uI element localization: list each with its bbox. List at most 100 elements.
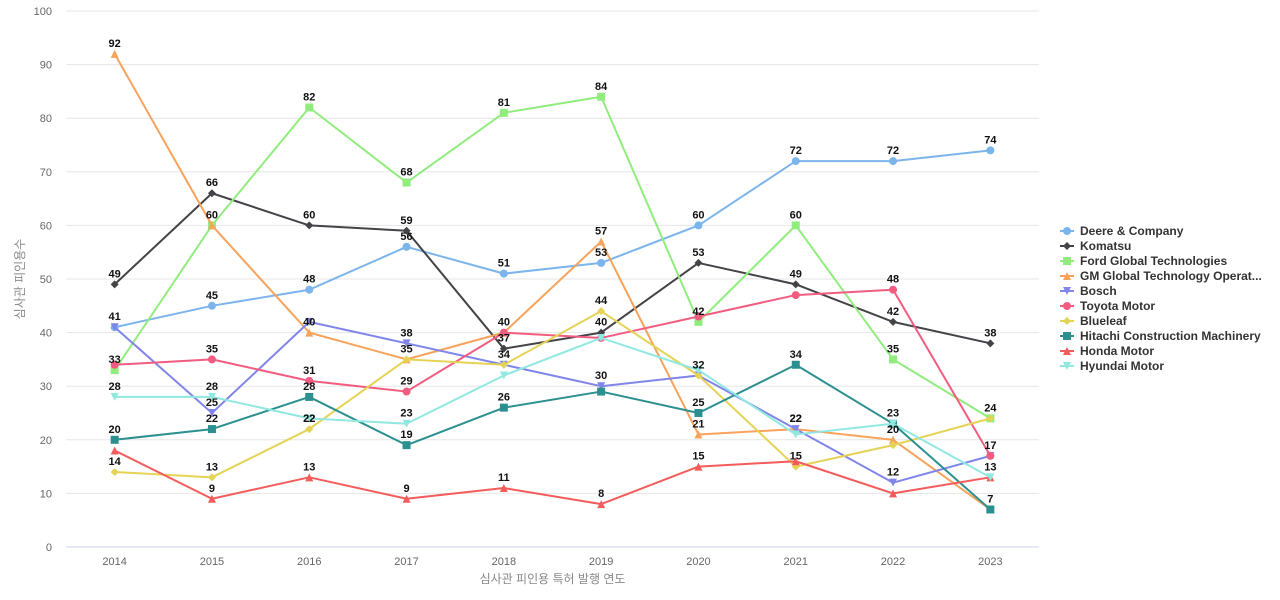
legend-marker bbox=[1063, 362, 1071, 370]
data-point bbox=[402, 494, 411, 503]
data-label: 34 bbox=[790, 349, 803, 361]
legend-marker bbox=[1063, 302, 1071, 310]
legend-item[interactable]: Ford Global Technologies bbox=[1060, 254, 1227, 268]
data-label: 60 bbox=[303, 209, 315, 221]
data-label: 72 bbox=[887, 145, 899, 157]
data-label: 60 bbox=[790, 209, 802, 221]
y-axis: 0 10 20 30 40 50 60 70 80 90 100 bbox=[34, 6, 52, 554]
data-point bbox=[986, 414, 995, 423]
x-axis-title: 심사관 피인용 특허 발행 연도 bbox=[480, 571, 626, 586]
legend-item[interactable]: Honda Motor bbox=[1060, 344, 1154, 358]
data-point bbox=[499, 269, 508, 278]
legend-item[interactable]: GM Global Technology Operat... bbox=[1060, 269, 1262, 283]
series-line bbox=[113, 95, 991, 420]
data-label: 17 bbox=[984, 440, 996, 452]
data-label: 42 bbox=[887, 306, 899, 318]
y-tick-label: 90 bbox=[40, 60, 52, 72]
data-point bbox=[305, 376, 314, 385]
data-label: 44 bbox=[595, 295, 608, 307]
data-label: 60 bbox=[692, 209, 704, 221]
data-point bbox=[791, 221, 800, 230]
data-label: 35 bbox=[400, 343, 412, 355]
data-point bbox=[986, 451, 995, 460]
legend-item[interactable]: Bosch bbox=[1060, 284, 1117, 298]
data-label: 13 bbox=[206, 461, 218, 473]
data-label: 22 bbox=[303, 413, 315, 425]
legend-label: Honda Motor bbox=[1080, 344, 1154, 358]
data-label: 66 bbox=[206, 177, 218, 189]
data-label: 7 bbox=[987, 493, 993, 505]
legend-label: Ford Global Technologies bbox=[1080, 254, 1227, 268]
legend-marker bbox=[1063, 347, 1071, 355]
legend-item[interactable]: Blueleaf bbox=[1060, 314, 1128, 328]
data-point bbox=[207, 425, 216, 434]
series-line bbox=[114, 149, 991, 329]
data-point bbox=[402, 242, 411, 251]
data-point bbox=[694, 430, 703, 439]
series-0 bbox=[110, 146, 995, 332]
data-point bbox=[499, 484, 508, 493]
y-tick-label: 60 bbox=[40, 220, 52, 232]
legend-item[interactable]: Toyota Motor bbox=[1060, 299, 1155, 313]
series-line bbox=[113, 53, 991, 511]
data-point bbox=[694, 462, 703, 471]
data-point bbox=[207, 221, 216, 230]
series-5 bbox=[110, 285, 995, 460]
data-label: 22 bbox=[303, 413, 315, 425]
legend-item[interactable]: Hyundai Motor bbox=[1060, 359, 1164, 373]
data-point bbox=[597, 307, 606, 316]
data-point bbox=[986, 505, 995, 514]
data-point bbox=[110, 360, 119, 369]
data-point bbox=[791, 457, 800, 466]
data-point bbox=[207, 473, 216, 482]
data-label: 22 bbox=[790, 413, 802, 425]
data-label: 81 bbox=[498, 97, 510, 109]
data-point bbox=[889, 435, 898, 444]
data-point bbox=[110, 435, 119, 444]
data-label: 60 bbox=[206, 209, 218, 221]
data-label: 32 bbox=[692, 359, 704, 371]
data-point bbox=[986, 473, 995, 482]
data-point bbox=[694, 221, 703, 230]
legend-item[interactable]: Komatsu bbox=[1060, 239, 1131, 253]
data-point bbox=[305, 392, 314, 401]
legend-label: Bosch bbox=[1080, 284, 1117, 298]
data-point bbox=[597, 237, 606, 246]
data-point bbox=[499, 371, 508, 380]
legend-label: Hyundai Motor bbox=[1080, 359, 1164, 373]
y-tick-label: 70 bbox=[40, 167, 52, 179]
legend-item[interactable]: Hitachi Construction Machinery bbox=[1060, 329, 1261, 343]
data-point bbox=[791, 291, 800, 300]
data-label: 59 bbox=[400, 215, 412, 227]
legend-item[interactable]: Deere & Company bbox=[1060, 224, 1184, 238]
x-tick-label: 2023 bbox=[978, 556, 1002, 568]
data-point bbox=[791, 157, 800, 166]
data-point bbox=[110, 323, 119, 332]
data-point bbox=[597, 387, 606, 396]
data-label: 20 bbox=[109, 424, 121, 436]
data-point bbox=[110, 49, 119, 58]
x-axis: 2014 2015 2016 2017 2018 2019 2020 2021 2022 2023 bbox=[102, 556, 1002, 568]
data-label: 51 bbox=[498, 258, 510, 270]
series-line bbox=[114, 449, 991, 506]
data-label: 82 bbox=[303, 91, 315, 103]
y-tick-label: 40 bbox=[40, 328, 52, 340]
legend-marker bbox=[1063, 317, 1071, 325]
legend-label: GM Global Technology Operat... bbox=[1080, 269, 1262, 283]
data-label: 15 bbox=[790, 451, 802, 463]
data-point bbox=[694, 317, 703, 326]
data-label: 48 bbox=[303, 274, 315, 286]
data-point bbox=[986, 146, 995, 155]
series-3 bbox=[110, 49, 995, 514]
data-point bbox=[305, 473, 314, 482]
data-label: 28 bbox=[303, 381, 315, 393]
data-label: 92 bbox=[109, 38, 121, 50]
data-label: 20 bbox=[887, 424, 899, 436]
data-point bbox=[207, 301, 216, 310]
data-point bbox=[694, 312, 703, 321]
data-label: 57 bbox=[595, 225, 607, 237]
data-label: 13 bbox=[303, 461, 315, 473]
data-point bbox=[207, 409, 216, 417]
data-label: 53 bbox=[595, 247, 607, 259]
